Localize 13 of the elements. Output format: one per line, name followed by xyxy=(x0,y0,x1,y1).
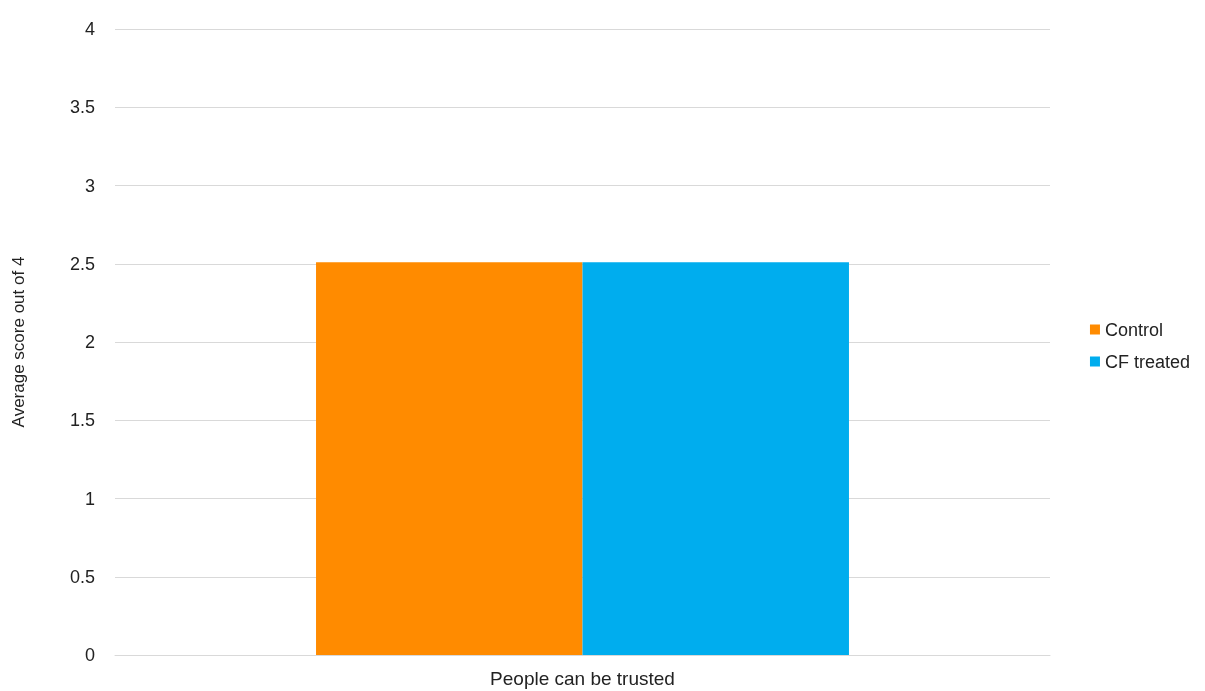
y-tick-label: 2.5 xyxy=(69,253,95,274)
y-tick-label: 0 xyxy=(84,645,95,665)
x-tick-label: People can be trusted xyxy=(490,668,675,689)
y-axis-title: Average score out of 4 xyxy=(9,256,28,428)
y-tick-label: 1.5 xyxy=(69,410,95,431)
y-tick-label: 4 xyxy=(84,19,95,39)
y-tick-label: 2 xyxy=(84,332,95,352)
legend-label: CF treated xyxy=(1104,351,1191,372)
y-tick-label: 3 xyxy=(84,175,95,196)
legend-label: Control xyxy=(1104,319,1163,340)
y-tick-label: 0.5 xyxy=(69,566,95,587)
y-tick-label: 3.5 xyxy=(69,97,95,118)
y-tick-label: 1 xyxy=(84,488,95,509)
